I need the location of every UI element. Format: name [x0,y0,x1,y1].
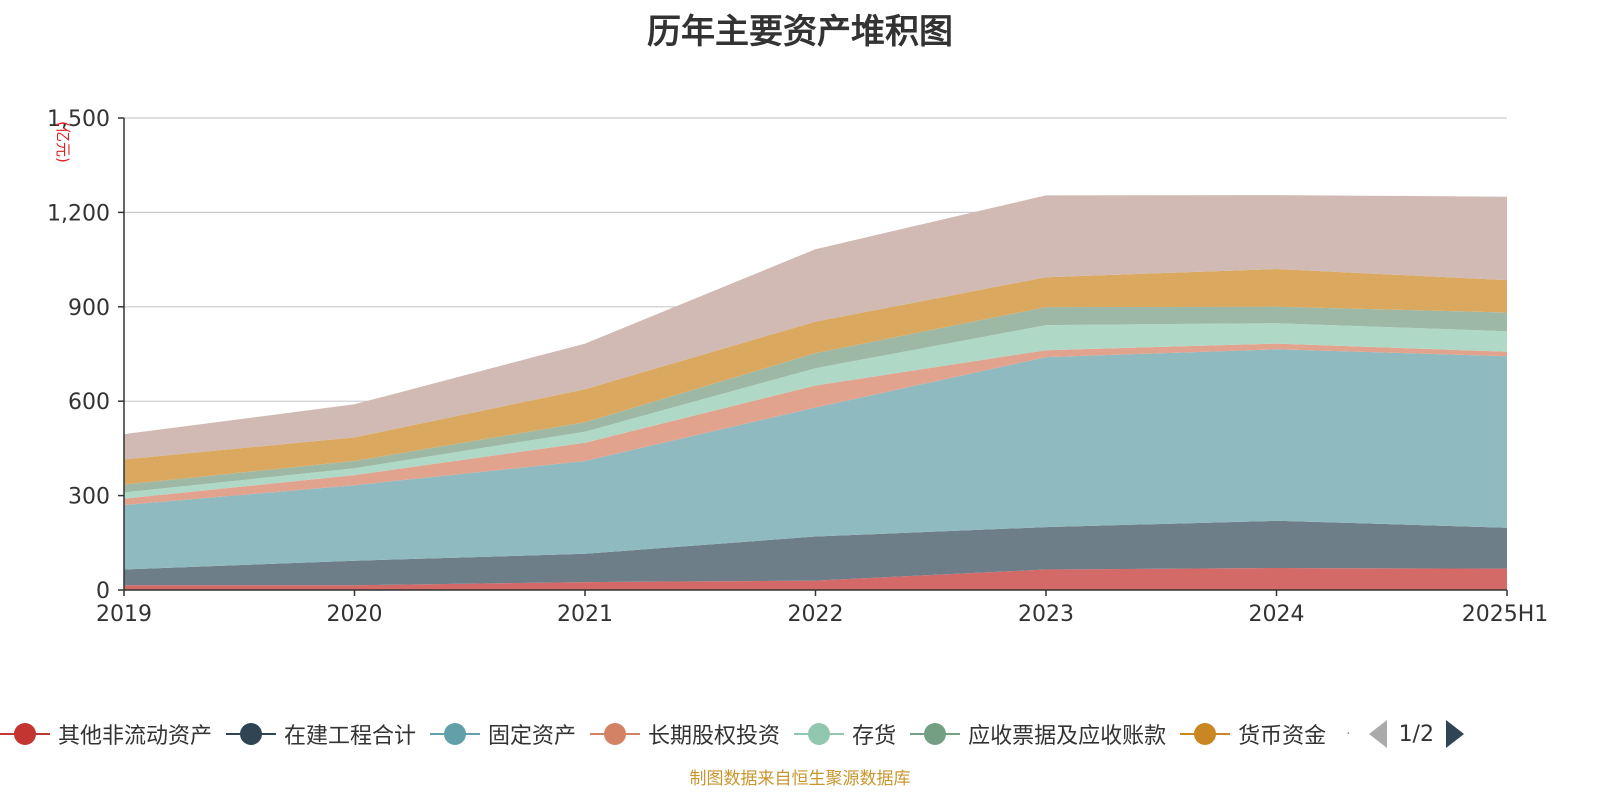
stacked-area-chart: 0 300 600 900 1,200 1,500 2019 2020 2021 2022 2023… [47,107,1548,627]
legend-item[interactable]: 长期股权投资 [590,718,780,750]
x-tick-label: 2022 [788,602,844,627]
legend-label: 存货 [852,724,897,749]
x-tick-label: 2021 [557,602,613,627]
y-tick-label: 900 [68,296,110,321]
legend-label: 应收票据及应收账款 [968,724,1167,749]
area-series-layer [124,195,1507,590]
x-tick-label: 2019 [96,602,152,627]
legend-item[interactable]: 存货 [794,718,896,750]
legend-marker-icon [0,722,50,746]
x-tick-label: 2020 [327,602,383,627]
legend-label: 其他非流动资产 [58,724,213,749]
area-series-5 [124,306,1507,493]
area-series-0 [124,568,1507,590]
area-series-2 [124,349,1507,570]
legend-marker-icon [226,722,277,746]
area-series-3 [124,343,1507,505]
legend-prev-page-icon[interactable] [1368,720,1387,748]
x-tick-label: 2025H1 [1462,602,1549,627]
area-series-1 [124,520,1507,586]
legend-item[interactable]: 货币资金 [1180,718,1326,750]
legend-pager: 1/2 [1368,720,1464,748]
source-note: 制图数据来自恒生聚源数据库 [689,769,911,789]
legend-marker-icon [1180,722,1231,746]
area-series-7 [124,195,1507,460]
legend-marker-icon [794,722,845,746]
y-tick-label: 1,500 [47,107,110,132]
area-series-6 [124,269,1507,485]
legend-label: 货币资金 [1238,724,1327,749]
legend: 其他非流动资产 在建工程合计 固定资产 长期股权投资 存货 应收票据及应收账款 货币资金 ·… [0,714,1600,754]
legend-marker-icon [430,722,481,746]
area-series-4 [124,323,1507,499]
legend-item[interactable]: 其他非流动资产 [0,718,212,750]
y-tick-label: 300 [68,485,110,510]
legend-label: 长期股权投资 [648,724,781,749]
legend-more-indicator: · [1346,726,1351,742]
legend-next-page-icon[interactable] [1445,720,1464,748]
legend-marker-icon [590,722,641,746]
x-tick-label: 2024 [1249,602,1305,627]
legend-item[interactable]: 在建工程合计 [226,718,416,750]
legend-item[interactable]: 固定资产 [430,718,576,750]
x-tick-label: 2023 [1018,602,1074,627]
chart-title: 历年主要资产堆积图 [647,12,953,52]
legend-label: 在建工程合计 [284,724,417,749]
axes: 0 300 600 900 1,200 1,500 2019 2020 2021 2022 2023… [47,107,1548,627]
legend-item[interactable]: 应收票据及应收账款 [910,718,1166,750]
legend-page-indicator: 1/2 [1398,721,1434,747]
legend-items: 其他非流动资产 在建工程合计 固定资产 长期股权投资 存货 应收票据及应收账款 货币资金 [0,718,1340,750]
legend-marker-icon [910,722,961,746]
y-tick-label: 600 [68,390,110,415]
y-axis-unit-label: (亿元) [54,121,72,163]
y-tick-label: 0 [96,579,110,604]
y-tick-label: 1,200 [47,201,110,226]
legend-label: 固定资产 [488,724,577,749]
